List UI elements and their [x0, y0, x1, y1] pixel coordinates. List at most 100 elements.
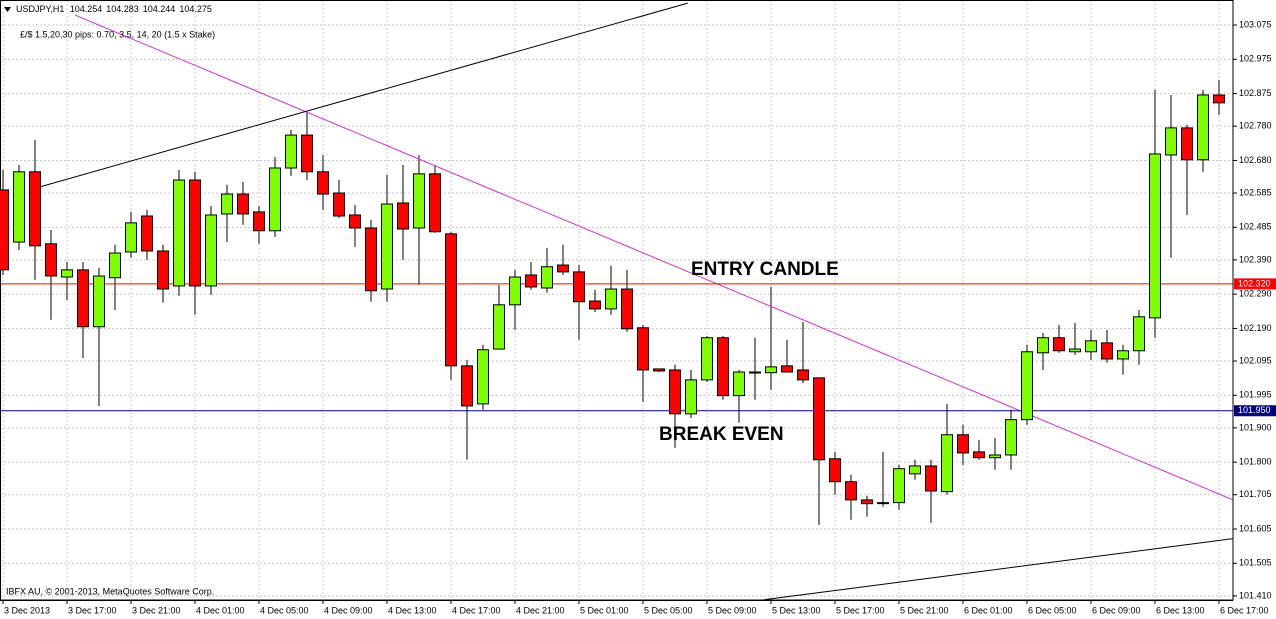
candle-body — [173, 179, 185, 287]
candle-body — [829, 458, 841, 483]
candle-body — [1021, 351, 1033, 421]
candle-body — [1213, 94, 1225, 104]
x-tick-label: 4 Dec 13:00 — [388, 605, 437, 615]
candle-body — [1037, 337, 1049, 354]
y-tick-label: 103.075 — [1239, 19, 1272, 29]
candle-body — [253, 211, 265, 232]
candle-body — [301, 134, 313, 173]
x-tick-label: 3 Dec 21:00 — [132, 605, 181, 615]
y-tick-label: 102.290 — [1239, 289, 1272, 299]
y-tick-label: 102.975 — [1239, 54, 1272, 64]
candle-body — [29, 171, 41, 247]
candle-body — [989, 454, 1001, 459]
candle-body — [637, 327, 649, 371]
candle-body — [1005, 419, 1017, 456]
candle-body — [621, 288, 633, 330]
candle-body — [557, 264, 569, 273]
candle-body — [893, 468, 905, 504]
candle-body — [701, 337, 713, 381]
candle-body — [349, 214, 361, 229]
x-tick-label: 4 Dec 01:00 — [196, 605, 245, 615]
y-tick-label: 101.410 — [1239, 590, 1272, 600]
candle-body — [1085, 340, 1097, 353]
candle-body — [1133, 316, 1145, 352]
candle-body — [717, 337, 729, 397]
chart-subtitle: £/$ 1.5,20,30 pips: 0.70, 3.5, 14, 20 (1… — [20, 29, 215, 39]
x-tick-label: 6 Dec 01:00 — [964, 605, 1013, 615]
candle-body — [973, 451, 985, 459]
y-tick-label: 101.995 — [1239, 390, 1272, 400]
candle-body — [157, 250, 169, 290]
price-label-box — [1234, 405, 1276, 417]
chart-header: USDJPY,H1 104.254 104.283 104.244 104.275 — [16, 4, 212, 14]
candle-body — [413, 173, 425, 229]
trend-line — [74, 14, 1233, 501]
candle-body — [925, 465, 937, 492]
x-tick-label: 6 Dec 17:00 — [1220, 605, 1269, 615]
candle-body — [93, 275, 105, 328]
candle-body — [13, 171, 25, 243]
x-tick-label: 4 Dec 09:00 — [324, 605, 373, 615]
trend-line — [39, 2, 688, 188]
candle-body — [221, 193, 233, 215]
candle-body — [909, 465, 921, 475]
candle-body — [1117, 350, 1129, 360]
candle-body — [1149, 153, 1161, 319]
annotation: ENTRY CANDLE — [691, 259, 839, 280]
candle-body — [877, 502, 889, 505]
x-tick-label: 4 Dec 05:00 — [260, 605, 309, 615]
y-tick-label: 102.875 — [1239, 88, 1272, 98]
y-tick-label: 101.900 — [1239, 422, 1272, 432]
candle-body — [285, 134, 297, 169]
candle-body — [685, 379, 697, 415]
candle-body — [1069, 348, 1081, 353]
candle-body — [733, 371, 745, 397]
candle-body — [141, 215, 153, 252]
candle-body — [845, 481, 857, 501]
y-tick-label: 102.190 — [1239, 323, 1272, 333]
header-value: 104.275 — [179, 4, 212, 14]
candle-body — [397, 202, 409, 230]
y-tick-label: 102.390 — [1239, 254, 1272, 264]
chart-title: USDJPY,H1 — [16, 4, 64, 14]
y-tick-label: 102.585 — [1239, 187, 1272, 197]
candle-body — [445, 233, 457, 367]
y-tick-label: 102.780 — [1239, 121, 1272, 131]
y-tick-label: 102.485 — [1239, 222, 1272, 232]
candle-body — [61, 269, 73, 278]
candle-body — [653, 368, 665, 372]
x-tick-label: 6 Dec 13:00 — [1156, 605, 1205, 615]
candle-body — [125, 222, 137, 253]
y-tick-label: 102.095 — [1239, 355, 1272, 365]
candle-body — [237, 193, 249, 215]
candle-body — [365, 227, 377, 292]
x-tick-label: 6 Dec 09:00 — [1092, 605, 1141, 615]
candle-body — [269, 167, 281, 232]
candle-body — [189, 179, 201, 287]
x-tick-label: 4 Dec 21:00 — [516, 605, 565, 615]
candle-body — [381, 203, 393, 290]
candle-body — [1101, 342, 1113, 360]
candle-body — [477, 349, 489, 405]
candle-body — [429, 173, 441, 233]
candle-body — [941, 434, 953, 493]
annotation: BREAK EVEN — [659, 424, 784, 445]
price-label: 101.950 — [1238, 405, 1271, 415]
candle-body — [525, 274, 537, 288]
candle-body — [77, 269, 89, 328]
y-tick-label: 101.605 — [1239, 523, 1272, 533]
x-tick-label: 5 Dec 21:00 — [900, 605, 949, 615]
candle-body — [317, 171, 329, 195]
candle-body — [1197, 94, 1209, 161]
x-tick-label: 5 Dec 13:00 — [772, 605, 821, 615]
credit: IBFX AU, © 2001-2013, MetaQuotes Softwar… — [6, 586, 214, 596]
candle-body — [781, 365, 793, 373]
candle-body — [749, 371, 761, 374]
x-tick-label: 6 Dec 05:00 — [1028, 605, 1077, 615]
candle-body — [509, 276, 521, 306]
x-tick-label: 5 Dec 17:00 — [836, 605, 885, 615]
x-tick-label: 3 Dec 17:00 — [68, 605, 117, 615]
candle-body — [333, 192, 345, 217]
